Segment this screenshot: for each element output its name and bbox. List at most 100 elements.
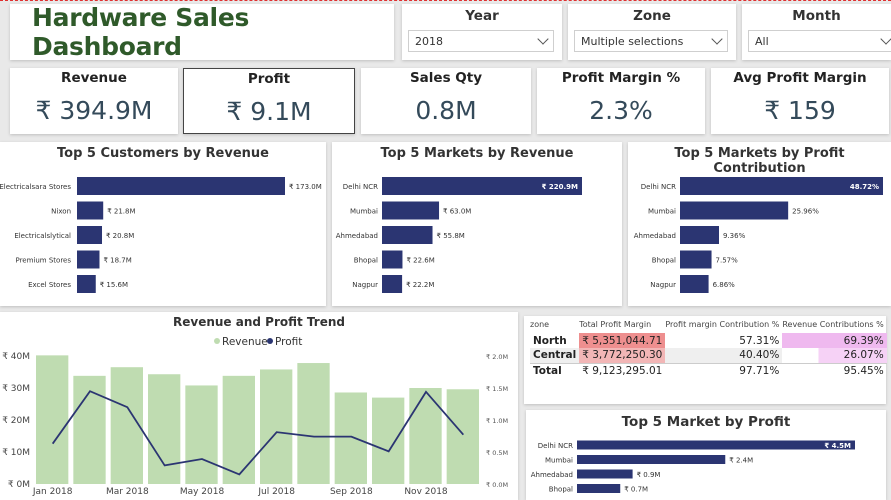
bar bbox=[680, 250, 712, 269]
kpi-label: Profit bbox=[247, 71, 291, 87]
year-dropdown[interactable]: 2018 bbox=[408, 30, 554, 52]
legend-revenue-label: Revenue bbox=[222, 336, 268, 348]
bar bbox=[382, 201, 440, 220]
category-label: Mumbai bbox=[545, 457, 573, 465]
profit-cell: ₹ 9,123,295.01 bbox=[579, 362, 666, 378]
kpi-profit-margin[interactable]: Profit Margin % 2.3% bbox=[537, 68, 705, 134]
category-label: Premium Stores bbox=[15, 257, 71, 265]
kpi-value: 0.8M bbox=[415, 96, 477, 125]
category-label: Excel Stores bbox=[28, 281, 71, 289]
category-label: Nagpur bbox=[352, 281, 378, 289]
table-row[interactable]: Central ₹ 3,772,250.30 40.40% 26.07% bbox=[530, 348, 887, 363]
y-left-tick-label: ₹ 20M bbox=[2, 416, 30, 426]
rev-cell: 26.07% bbox=[782, 348, 887, 363]
category-label: Nixon bbox=[51, 208, 71, 216]
legend-profit-label: Profit bbox=[275, 336, 302, 348]
category-label: Delhi NCR bbox=[538, 442, 573, 450]
category-label: Nagpur bbox=[650, 281, 676, 289]
data-label: ₹ 18.7M bbox=[103, 257, 131, 265]
revenue-bar bbox=[260, 369, 293, 484]
bar bbox=[382, 177, 582, 195]
top-markets-revenue-chart: Delhi NCR ₹ 220.9M Mumbai ₹ 63.0M Ahmedabad ₹… bbox=[336, 177, 582, 293]
chart-title: Revenue and Profit Trend bbox=[173, 315, 345, 329]
bar bbox=[577, 469, 633, 479]
bar bbox=[77, 201, 104, 220]
kpi-value: ₹ 159 bbox=[764, 96, 836, 125]
data-label: ₹ 4.5M bbox=[824, 442, 851, 450]
dashboard-title: Hardware Sales Dashboard bbox=[32, 3, 250, 61]
data-label: ₹ 22.6M bbox=[406, 257, 434, 265]
x-tick-label: Jul 2018 bbox=[257, 487, 295, 497]
profit-line bbox=[51, 390, 465, 476]
kpi-label: Revenue bbox=[61, 70, 127, 86]
revenue-bar bbox=[148, 374, 181, 484]
y-left-tick-label: ₹ 10M bbox=[2, 448, 30, 458]
revenue-bar bbox=[185, 385, 218, 484]
bar bbox=[77, 226, 103, 244]
kpi-profit[interactable]: Profit ₹ 9.1M bbox=[183, 68, 355, 134]
data-label: ₹ 20.8M bbox=[106, 232, 134, 240]
col-header[interactable]: Revenue Contributions % bbox=[782, 320, 884, 329]
zone-cell: North bbox=[533, 334, 567, 347]
category-label: Mumbai bbox=[350, 208, 378, 216]
revenue-bar bbox=[409, 388, 442, 484]
top-market-profit-chart-card: Top 5 Market by Profit Delhi NCR ₹ 4.5M Mu… bbox=[526, 410, 886, 500]
month-dropdown-value: All bbox=[755, 35, 769, 48]
category-label: Delhi NCR bbox=[343, 183, 378, 191]
pmc-cell: 40.40% bbox=[739, 349, 780, 362]
zone-dropdown[interactable]: Multiple selections bbox=[574, 30, 728, 52]
table-row[interactable]: North ₹ 5,351,044.71 57.31% 69.39% bbox=[530, 333, 887, 348]
category-label: Electricalslytical bbox=[14, 232, 71, 240]
chevron-down-icon bbox=[880, 33, 891, 45]
rev-cell: 69.39% bbox=[782, 333, 887, 348]
bar bbox=[382, 226, 433, 244]
bar bbox=[382, 250, 403, 269]
bar bbox=[680, 201, 789, 220]
data-label: ₹ 220.9M bbox=[542, 183, 578, 191]
zone-matrix: zone Total Profit Margin Profit margin C… bbox=[530, 320, 887, 378]
data-label: 6.86% bbox=[713, 281, 736, 289]
top-markets-profit-contribution-chart: Delhi NCR 48.72% Mumbai 25.96% Ahmedabad 9.36… bbox=[634, 177, 883, 293]
month-dropdown[interactable]: All bbox=[748, 30, 891, 52]
data-label: 9.36% bbox=[723, 232, 746, 240]
kpi-label: Profit Margin % bbox=[561, 70, 681, 86]
kpi-label: Sales Qty bbox=[409, 70, 483, 86]
y-right-tick-label: ₹ 1.5M bbox=[486, 385, 508, 393]
category-label: Mumbai bbox=[648, 208, 676, 216]
data-label: ₹ 2.4M bbox=[729, 457, 753, 465]
y-right-tick-label: ₹ 2.0M bbox=[486, 353, 508, 361]
col-header[interactable]: zone bbox=[530, 320, 550, 329]
year-slicer-label: Year bbox=[465, 8, 499, 24]
y-left-tick-label: ₹ 0M bbox=[8, 480, 30, 490]
top-markets-revenue-chart-card: Top 5 Markets by Revenue Delhi NCR ₹ 220.… bbox=[332, 142, 622, 306]
data-label: ₹ 63.0M bbox=[443, 208, 471, 216]
chevron-down-icon bbox=[537, 33, 549, 45]
month-slicer: Month All bbox=[742, 4, 891, 60]
col-header[interactable]: Profit margin Contribution % bbox=[665, 320, 780, 329]
col-header[interactable]: Total Profit Margin bbox=[579, 320, 652, 329]
zone-slicer-label: Zone bbox=[633, 8, 671, 24]
bar bbox=[680, 177, 883, 195]
data-label: ₹ 22.2M bbox=[406, 281, 434, 289]
month-slicer-label: Month bbox=[792, 8, 841, 24]
revenue-bar bbox=[73, 375, 106, 484]
data-label: ₹ 15.6M bbox=[100, 281, 128, 289]
category-label: Bhopal bbox=[652, 257, 676, 265]
kpi-avg-profit-margin[interactable]: Avg Profit Margin ₹ 159 bbox=[711, 68, 889, 134]
kpi-value: ₹ 9.1M bbox=[226, 97, 312, 126]
bar bbox=[680, 226, 719, 244]
legend-revenue-marker bbox=[214, 338, 220, 344]
bar bbox=[77, 275, 96, 293]
category-label: Ahmedabad bbox=[336, 232, 378, 240]
data-label: 7.57% bbox=[716, 257, 739, 265]
kpi-sales-qty[interactable]: Sales Qty 0.8M bbox=[361, 68, 531, 134]
zone-cell: Central bbox=[533, 349, 577, 362]
bar bbox=[77, 250, 100, 269]
data-label: ₹ 55.8M bbox=[437, 232, 465, 240]
kpi-revenue[interactable]: Revenue ₹ 394.9M bbox=[10, 68, 178, 134]
category-label: Ahmedabad bbox=[634, 232, 676, 240]
y-left-tick-label: ₹ 40M bbox=[2, 352, 30, 362]
category-label: Bhopal bbox=[549, 486, 573, 494]
kpi-label: Avg Profit Margin bbox=[733, 70, 867, 86]
data-label: ₹ 21.8M bbox=[107, 208, 135, 216]
